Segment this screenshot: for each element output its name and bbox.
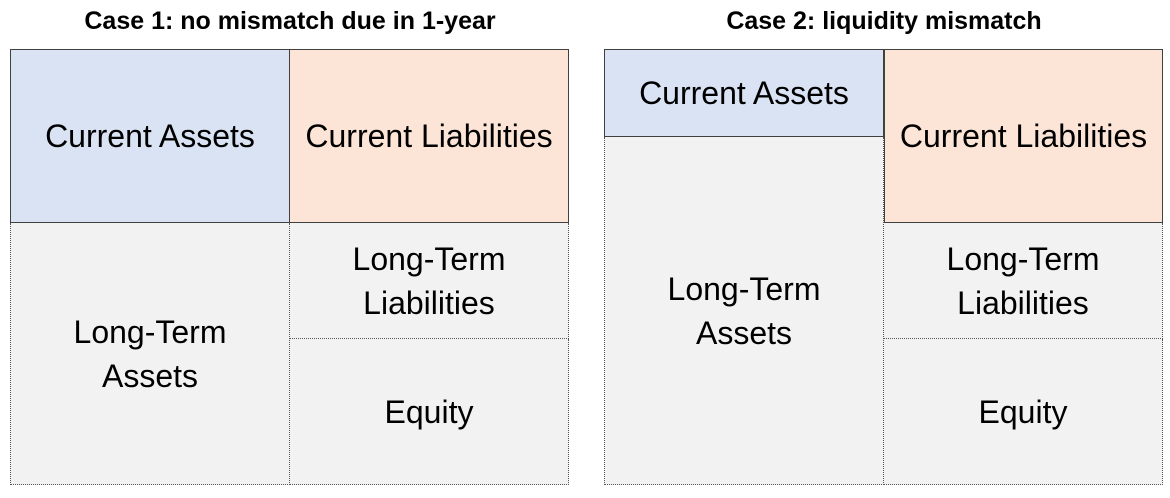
case1-long-term-assets-line2: Assets [101, 357, 198, 394]
case2-long-term-assets: Long-Term Assets [604, 137, 884, 485]
case2-current-liabilities-label: Current Liabilities [899, 118, 1148, 154]
case2-current-assets: Current Assets [604, 49, 884, 137]
case2-current-liabilities: Current Liabilities [884, 49, 1163, 223]
case2-long-term-liabilities-label: Long-Term Liabilities [947, 237, 1100, 325]
case2-equity-label: Equity [978, 393, 1068, 430]
case2-long-term-assets-line2: Assets [695, 314, 792, 351]
case1-long-term-assets-label: Long-Term Assets [74, 310, 227, 398]
case1-equity-label: Equity [384, 393, 474, 430]
case2-title: Case 2: liquidity mismatch [726, 7, 1042, 35]
case2-equity: Equity [884, 339, 1163, 485]
case1-current-assets-label: Current Assets [45, 118, 255, 154]
case1-long-term-liabilities-line1: Long-Term [352, 240, 506, 277]
case2-long-term-assets-line1: Long-Term [667, 270, 821, 307]
case1-current-liabilities: Current Liabilities [290, 49, 569, 223]
case1-title: Case 1: no mismatch due in 1-year [84, 7, 496, 35]
case1-current-assets: Current Assets [10, 49, 290, 223]
case1-long-term-liabilities: Long-Term Liabilities [290, 223, 569, 339]
case1-long-term-liabilities-line2: Liabilities [363, 284, 495, 321]
case2-long-term-liabilities-line1: Long-Term [946, 240, 1100, 277]
case1-equity: Equity [290, 339, 569, 485]
case2-current-assets-label: Current Assets [639, 75, 849, 111]
case1-long-term-assets-line1: Long-Term [73, 313, 227, 350]
case1-long-term-assets: Long-Term Assets [10, 223, 290, 485]
case2-long-term-liabilities-line2: Liabilities [957, 284, 1089, 321]
case1-long-term-liabilities-label: Long-Term Liabilities [353, 237, 506, 325]
case2-long-term-liabilities: Long-Term Liabilities [884, 223, 1163, 339]
case2-long-term-assets-label: Long-Term Assets [668, 267, 821, 355]
case1-current-liabilities-label: Current Liabilities [305, 118, 553, 154]
